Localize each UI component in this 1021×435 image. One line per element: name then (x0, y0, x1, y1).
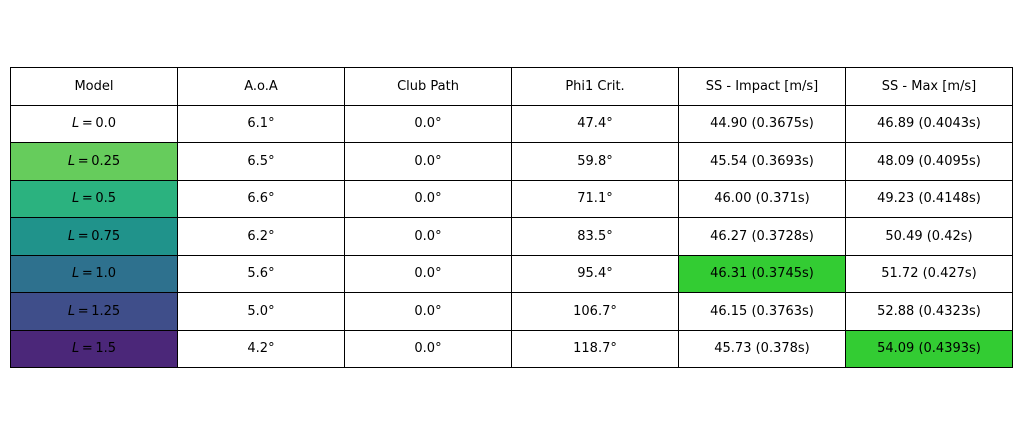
table-cell: 0.0° (344, 254, 512, 293)
model-cell: L = 0.0 (10, 104, 178, 143)
table-cell: 6.2° (177, 217, 345, 256)
table-cell: 71.1° (511, 179, 679, 218)
table-cell: 0.0° (344, 104, 512, 143)
model-variable: L (71, 266, 80, 282)
table-cell: 0.0° (344, 142, 512, 181)
model-cell: L = 0.5 (10, 179, 178, 218)
table-cell: 95.4° (511, 254, 679, 293)
table-cell: 46.27 (0.3728s) (678, 217, 846, 256)
highlighted-cell: 54.09 (0.4393s) (845, 329, 1013, 368)
table-row: L = 0.75 6.2° 0.0° 83.5° 46.27 (0.3728s) 50.4… (10, 217, 1013, 256)
model-variable: L (71, 116, 80, 132)
equals-sign: = (75, 228, 92, 244)
model-label: L = 0.5 (72, 191, 116, 206)
model-value: 1.0 (95, 266, 117, 282)
model-label: L = 1.0 (72, 266, 116, 281)
model-value: 0.5 (95, 191, 117, 207)
table-cell: 46.00 (0.371s) (678, 179, 846, 218)
model-label: L = 0.0 (72, 116, 116, 131)
model-value: 0.0 (95, 116, 117, 132)
model-cell: L = 1.0 (10, 254, 178, 293)
column-header: SS - Max [m/s] (845, 67, 1013, 106)
model-label: L = 0.75 (68, 229, 120, 244)
model-value: 0.25 (91, 153, 121, 169)
table-cell: 6.6° (177, 179, 345, 218)
table-row: L = 0.0 6.1° 0.0° 47.4° 44.90 (0.3675s) 46.89… (10, 104, 1013, 143)
table-cell: 48.09 (0.4095s) (845, 142, 1013, 181)
table-cell: 5.0° (177, 292, 345, 331)
table-cell: 83.5° (511, 217, 679, 256)
model-label: L = 1.25 (68, 304, 120, 319)
table-cell: 4.2° (177, 329, 345, 368)
model-label: L = 0.25 (68, 154, 120, 169)
model-cell: L = 0.75 (10, 217, 178, 256)
table-cell: 106.7° (511, 292, 679, 331)
model-variable: L (67, 228, 76, 244)
table-cell: 45.73 (0.378s) (678, 329, 846, 368)
model-variable: L (67, 303, 76, 319)
table-cell: 5.6° (177, 254, 345, 293)
equals-sign: = (79, 266, 96, 282)
table-cell: 50.49 (0.42s) (845, 217, 1013, 256)
model-variable: L (71, 191, 80, 207)
table-row: L = 1.5 4.2° 0.0° 118.7° 45.73 (0.378s) 54.09… (10, 329, 1013, 368)
table-cell: 46.15 (0.3763s) (678, 292, 846, 331)
table-cell: 6.1° (177, 104, 345, 143)
table-cell: 59.8° (511, 142, 679, 181)
column-header: A.o.A (177, 67, 345, 106)
table-row: L = 0.5 6.6° 0.0° 71.1° 46.00 (0.371s) 49.23 … (10, 179, 1013, 218)
model-cell: L = 1.5 (10, 329, 178, 368)
table-cell: 44.90 (0.3675s) (678, 104, 846, 143)
table-cell: 0.0° (344, 179, 512, 218)
model-value: 1.25 (91, 303, 121, 319)
header-row: Model A.o.A Club Path Phi1 Crit. SS - Impact… (10, 67, 1013, 106)
table-cell: 118.7° (511, 329, 679, 368)
table-cell: 46.89 (0.4043s) (845, 104, 1013, 143)
model-cell: L = 0.25 (10, 142, 178, 181)
model-label: L = 1.5 (72, 341, 116, 356)
equals-sign: = (79, 191, 96, 207)
equals-sign: = (75, 303, 92, 319)
model-cell: L = 1.25 (10, 292, 178, 331)
equals-sign: = (79, 116, 96, 132)
model-variable: L (71, 341, 80, 357)
column-header: SS - Impact [m/s] (678, 67, 846, 106)
results-table: Model A.o.A Club Path Phi1 Crit. SS - Impact… (10, 67, 1013, 368)
highlighted-cell: 46.31 (0.3745s) (678, 254, 846, 293)
table-row: L = 1.0 5.6° 0.0° 95.4° 46.31 (0.3745s) 51.72… (10, 254, 1013, 293)
table-row: L = 1.25 5.0° 0.0° 106.7° 46.15 (0.3763s) 52.… (10, 292, 1013, 331)
column-header: Club Path (344, 67, 512, 106)
column-header: Phi1 Crit. (511, 67, 679, 106)
table-cell: 47.4° (511, 104, 679, 143)
table-row: L = 0.25 6.5° 0.0° 59.8° 45.54 (0.3693s) 48.0… (10, 142, 1013, 181)
model-value: 1.5 (95, 341, 117, 357)
table-cell: 52.88 (0.4323s) (845, 292, 1013, 331)
table-cell: 51.72 (0.427s) (845, 254, 1013, 293)
column-header: Model (10, 67, 178, 106)
equals-sign: = (79, 341, 96, 357)
table-cell: 0.0° (344, 292, 512, 331)
model-value: 0.75 (91, 228, 121, 244)
model-variable: L (67, 153, 76, 169)
table-body: Model A.o.A Club Path Phi1 Crit. SS - Impact… (10, 67, 1013, 368)
equals-sign: = (75, 153, 92, 169)
table-cell: 6.5° (177, 142, 345, 181)
table-cell: 0.0° (344, 329, 512, 368)
table-cell: 49.23 (0.4148s) (845, 179, 1013, 218)
table-cell: 45.54 (0.3693s) (678, 142, 846, 181)
table-cell: 0.0° (344, 217, 512, 256)
